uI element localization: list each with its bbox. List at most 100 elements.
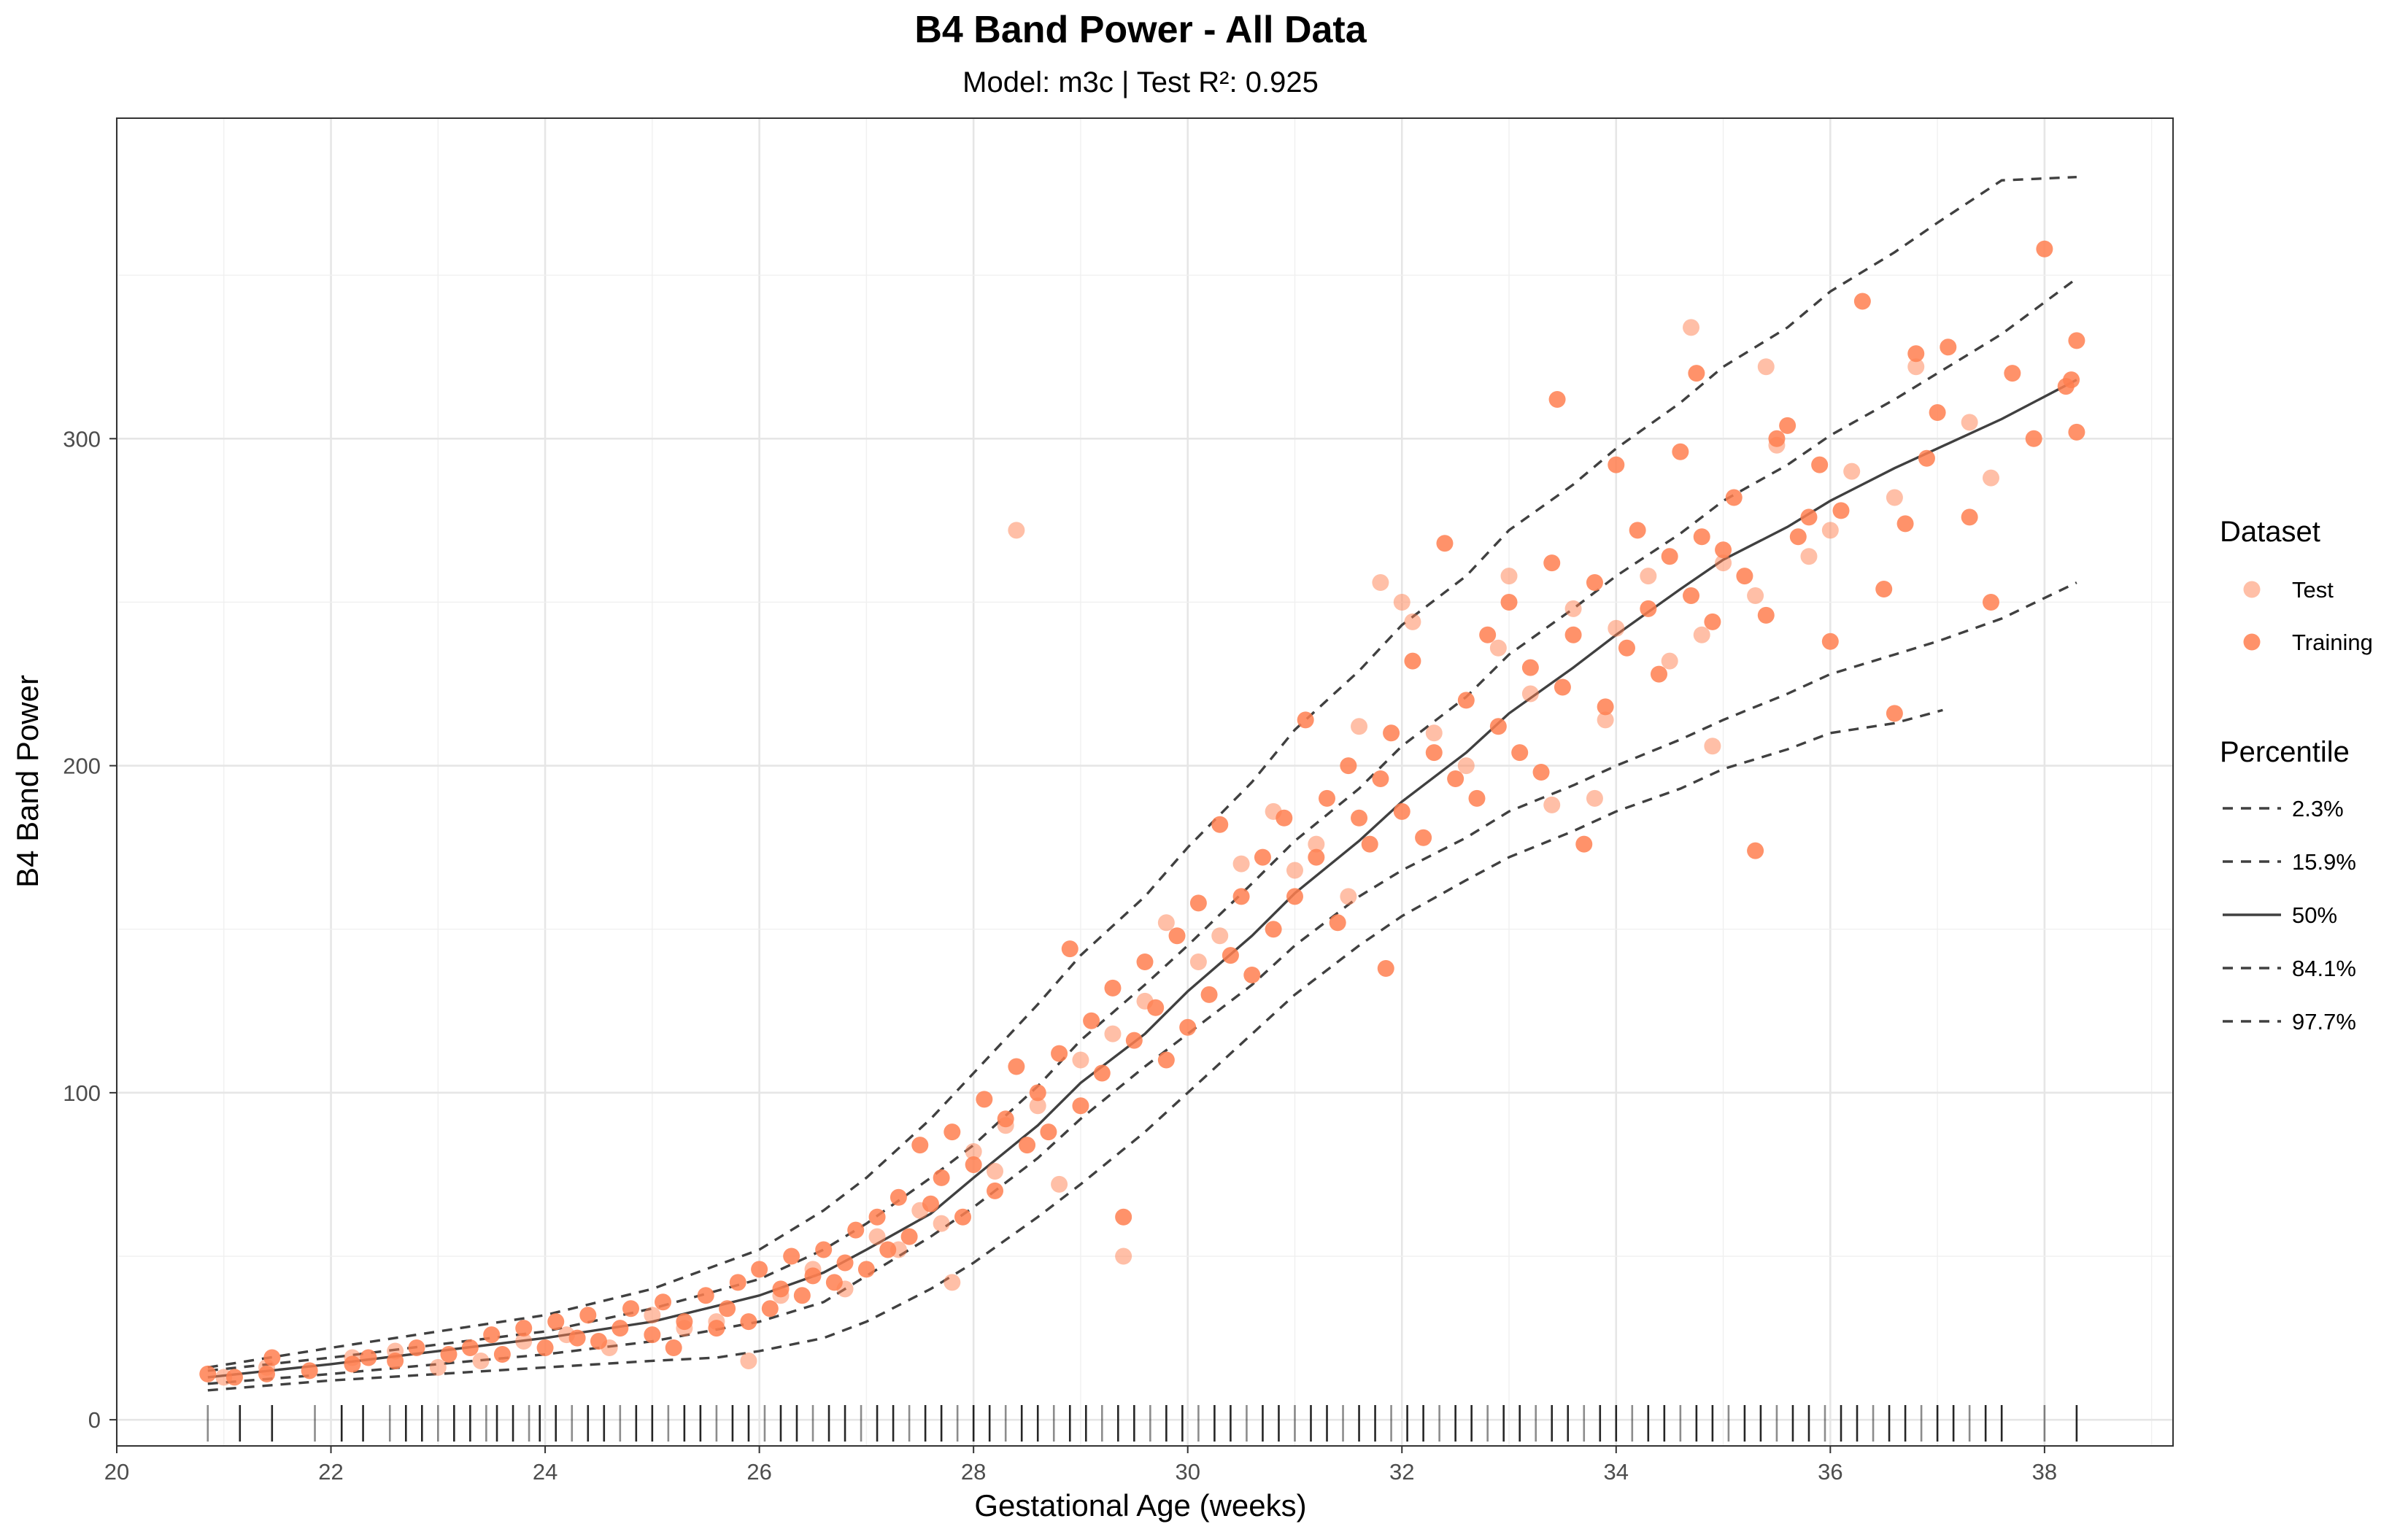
training-point [1447,770,1465,788]
x-tick-label: 30 [1175,1459,1200,1485]
training-point [1436,535,1454,552]
training-point [568,1329,586,1347]
legend-dataset-label-training: Training [2292,630,2373,655]
training-point [1640,600,1657,617]
test-point [644,1307,661,1324]
training-point [1651,665,1667,683]
legend-dataset: Dataset Test Training [2220,516,2373,655]
training-point [1083,1012,1100,1029]
training-point [1308,848,1325,866]
training-point [954,1208,971,1226]
test-point [1640,568,1657,585]
percentile-curve-84-1 [207,277,2077,1372]
training-point [1093,1064,1111,1082]
training-point [804,1267,822,1285]
test-point [1008,522,1025,539]
test-point [1157,914,1175,932]
test-point [1500,568,1518,585]
training-point [1768,430,1786,447]
training-point [751,1261,768,1278]
legend-percentile: Percentile 2.3% 15.9% 50% 84.1% 97.7% [2220,736,2356,1034]
training-point [1377,960,1394,978]
legend-percentile-label-15-9: 15.9% [2292,849,2356,875]
test-point [1543,796,1561,813]
x-tick-label: 32 [1389,1459,1414,1485]
test-point [1286,862,1303,879]
training-point [815,1241,833,1258]
training-point [1961,508,1978,526]
test-point [429,1358,447,1376]
training-point [1811,456,1829,473]
test-point [515,1333,533,1350]
rug-marks [207,1405,2078,1442]
x-axis-title: Gestational Age (weeks) [974,1488,1306,1523]
training-point [1286,888,1303,905]
training-point [1875,581,1893,598]
legend-dataset-title: Dataset [2220,516,2320,548]
test-point [1982,469,1999,487]
training-point [1468,789,1486,807]
test-point [1425,724,1443,742]
chart-subtitle: Model: m3c | Test R²: 0.925 [962,66,1319,98]
percentile-curve-97-7 [207,176,2077,1369]
test-point [943,1274,961,1291]
training-point [987,1182,1004,1199]
training-point [1200,986,1218,1003]
test-point [1189,953,1207,971]
training-point [199,1365,217,1382]
training-point [360,1349,377,1366]
x-tick-label: 20 [104,1459,129,1485]
test-point [1351,718,1368,735]
training-point [1072,1097,1089,1115]
training-point [1940,338,1957,356]
training-point [1586,574,1603,592]
training-point [1704,613,1721,630]
training-point [1511,744,1529,762]
training-point [1415,829,1432,846]
test-point [1072,1051,1089,1069]
test-point [1372,574,1389,592]
training-point [933,1169,950,1186]
training-point [729,1274,746,1291]
training-point [1457,692,1475,709]
training-point [1886,705,1903,722]
training-point [825,1274,843,1291]
training-point [879,1241,897,1258]
test-point [1115,1247,1132,1265]
training-point [900,1228,918,1245]
test-point [1597,711,1614,729]
training-point [1061,940,1078,958]
training-point [890,1188,907,1206]
training-point [1361,835,1378,853]
training-point [493,1345,511,1363]
legend-percentile-title: Percentile [2220,736,2350,768]
training-point [1340,757,1357,775]
training-point [1789,528,1807,546]
training-point [1254,848,1271,866]
test-point [1521,685,1539,703]
plot-panel-border [116,117,2174,1447]
training-point [1051,1045,1068,1062]
x-tick-label: 24 [533,1459,557,1485]
training-point [772,1280,790,1298]
test-point [1886,489,1903,506]
training-point [1548,391,1566,409]
training-point [2068,423,2085,441]
x-tick-label: 34 [1604,1459,1629,1485]
test-point [1961,414,1978,431]
training-point [440,1345,458,1363]
training-point [847,1221,865,1239]
training-point [1629,522,1646,539]
training-point [2063,371,2080,389]
training-point [943,1123,961,1141]
test-point [1029,1097,1046,1115]
training-point [1319,789,1336,807]
test-point [1907,358,1925,376]
training-point [740,1313,757,1331]
test-point [965,1143,982,1161]
test-point [1489,639,1507,657]
legend-dataset-key-test [2243,581,2261,598]
percentile-curve-2-3 [207,708,1943,1392]
test-point [1757,358,1775,376]
